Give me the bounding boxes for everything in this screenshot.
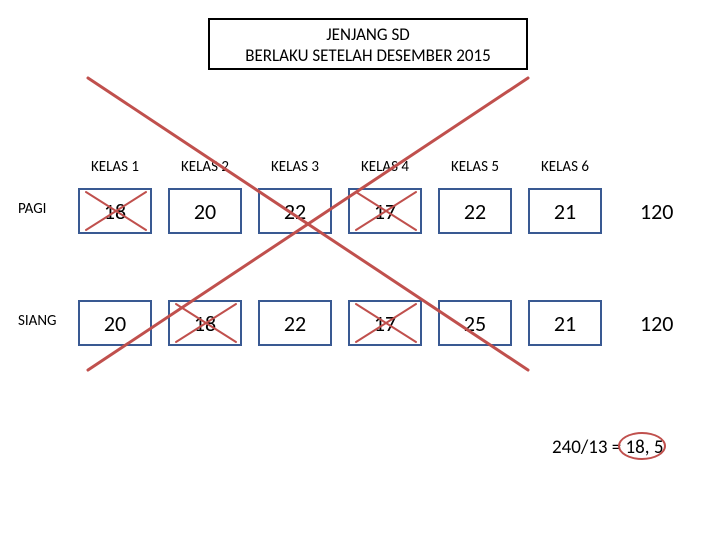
row-label-pagi: PAGI	[18, 200, 78, 218]
col-header-3: KELAS 3	[255, 158, 335, 176]
total-siang: 120	[640, 310, 673, 337]
cell-pagi-4: 17	[348, 188, 422, 234]
cell-pagi-6: 21	[528, 188, 602, 234]
cell-siang-1: 20	[78, 300, 152, 346]
col-header-2: KELAS 2	[165, 158, 245, 176]
cell-pagi-2: 20	[168, 188, 242, 234]
result-circle	[618, 432, 666, 460]
title-line2: BERLAKU SETELAH DESEMBER 2015	[245, 45, 491, 66]
row-label-siang: SIANG	[18, 312, 78, 330]
cell-pagi-3: 22	[258, 188, 332, 234]
cell-siang-4: 17	[348, 300, 422, 346]
title-line1: JENJANG SD	[326, 24, 409, 45]
col-header-4: KELAS 4	[345, 158, 425, 176]
title-box: JENJANG SD BERLAKU SETELAH DESEMBER 2015	[208, 18, 528, 70]
cell-pagi-1: 18	[78, 188, 152, 234]
cell-pagi-5: 22	[438, 188, 512, 234]
col-header-6: KELAS 6	[525, 158, 605, 176]
cell-siang-3: 22	[258, 300, 332, 346]
col-header-1: KELAS 1	[75, 158, 155, 176]
col-header-5: KELAS 5	[435, 158, 515, 176]
cell-siang-6: 21	[528, 300, 602, 346]
total-pagi: 120	[640, 198, 673, 225]
cell-siang-2: 18	[168, 300, 242, 346]
cell-siang-5: 25	[438, 300, 512, 346]
cross-overlay	[0, 0, 720, 540]
